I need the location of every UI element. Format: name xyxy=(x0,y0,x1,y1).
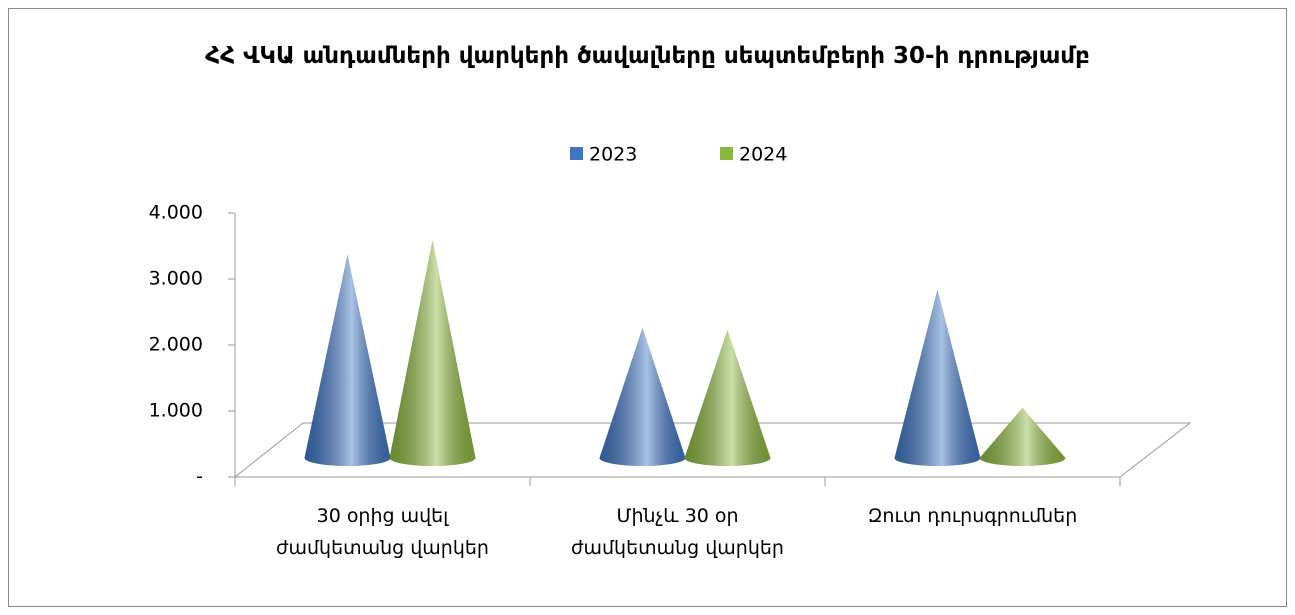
y-tick-label: 3.000 xyxy=(149,268,203,290)
legend-label: 2024 xyxy=(739,144,787,166)
legend-swatch xyxy=(570,147,583,160)
x-tick-label: Մինչև 30 օր ժամկետանց վարկեր xyxy=(571,505,784,559)
cone-highlight xyxy=(979,407,1066,466)
x-tick-label: Զուտ դուրսգրումներ xyxy=(867,505,1078,527)
y-tick-label: 2.000 xyxy=(149,334,203,356)
x-tick-label: 30 օրից ավել ժամկետանց վարկեր xyxy=(276,505,489,559)
cone-highlight xyxy=(894,289,981,466)
y-tick-label: 4.000 xyxy=(149,202,203,224)
cone-highlight xyxy=(304,254,391,466)
y-tick-label: 1.000 xyxy=(149,400,203,422)
y-tick-label: - xyxy=(196,466,203,488)
cone-highlight xyxy=(389,240,476,466)
chart-border xyxy=(8,8,1287,607)
cone-highlight xyxy=(684,329,771,466)
legend-label: 2023 xyxy=(589,144,637,166)
legend-swatch xyxy=(720,147,733,160)
cone-highlight xyxy=(599,327,686,466)
chart-title: ՀՀ ՎԿԱ անդամների վարկերի ծավալները սեպտե… xyxy=(205,43,1090,69)
